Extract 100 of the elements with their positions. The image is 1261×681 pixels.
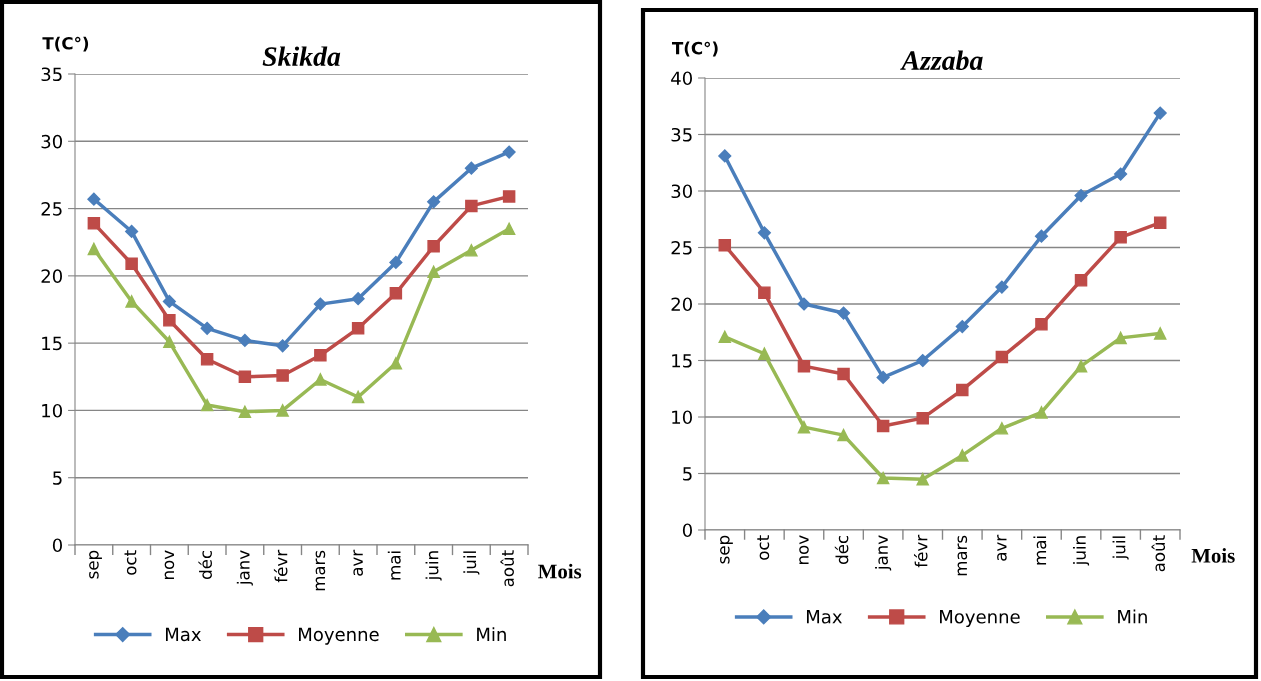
point xyxy=(389,255,403,269)
point xyxy=(314,373,327,386)
x-tick-label: juin xyxy=(425,551,442,581)
y-axis-title: T(C°) xyxy=(42,36,89,52)
point xyxy=(837,367,850,381)
y-tick-label: 0 xyxy=(682,523,692,538)
point xyxy=(758,347,771,360)
point xyxy=(427,240,440,253)
x-tick-label: août xyxy=(500,550,514,587)
point xyxy=(276,339,290,353)
point xyxy=(1153,106,1167,120)
point xyxy=(995,422,1009,435)
point xyxy=(1153,327,1167,340)
point xyxy=(125,257,138,270)
point xyxy=(502,222,516,236)
point xyxy=(502,145,516,159)
x-tick-label: janv xyxy=(875,535,892,571)
y-tick-label: 40 xyxy=(671,71,692,86)
point xyxy=(314,349,327,362)
y-tick-label: 0 xyxy=(52,538,62,553)
point xyxy=(757,226,771,240)
point xyxy=(718,149,732,163)
point xyxy=(427,265,440,279)
point xyxy=(87,192,101,206)
legend-label: Min xyxy=(477,627,506,641)
y-tick-label: 5 xyxy=(683,467,692,481)
point xyxy=(1035,406,1048,419)
x-tick-label: janv xyxy=(236,550,253,586)
legend-label: Moyenne xyxy=(940,610,1020,627)
legend-label: Moyenne xyxy=(299,627,379,645)
point xyxy=(313,297,327,311)
point xyxy=(836,306,851,320)
point xyxy=(955,320,969,334)
point xyxy=(465,244,478,257)
point xyxy=(797,359,811,373)
point xyxy=(1153,216,1167,229)
x-tick-label: avr xyxy=(353,549,363,576)
y-tick-label: 25 xyxy=(671,240,692,255)
point xyxy=(200,321,214,335)
x-tick-label: mai xyxy=(387,551,401,580)
point xyxy=(1074,359,1088,373)
point xyxy=(876,370,890,385)
point xyxy=(351,322,365,335)
legend-label: Min xyxy=(1118,609,1147,624)
x-axis-title: Mois xyxy=(1191,548,1235,563)
point xyxy=(464,161,478,175)
point xyxy=(465,199,478,213)
x-tick-label: sep xyxy=(89,550,102,579)
point xyxy=(995,350,1009,364)
point xyxy=(389,287,403,300)
point xyxy=(718,330,732,344)
y-tick-label: 15 xyxy=(672,354,692,368)
point xyxy=(200,398,214,412)
chart-title: Azzaba xyxy=(900,50,983,70)
point xyxy=(956,383,969,397)
x-tick-label: juil xyxy=(1112,536,1129,560)
x-axis-title: Mois xyxy=(538,563,582,579)
point xyxy=(389,357,403,370)
x-tick-label: août xyxy=(1151,535,1166,572)
x-tick-label: sep xyxy=(720,535,733,564)
point xyxy=(956,449,969,462)
x-tick-label: déc xyxy=(834,535,849,564)
point xyxy=(87,242,101,256)
point xyxy=(238,405,252,419)
point xyxy=(916,353,930,368)
point xyxy=(837,428,850,442)
x-tick-label: oct xyxy=(124,550,137,575)
x-tick-label: mars xyxy=(957,535,968,576)
chart-title: Skikda xyxy=(262,46,341,66)
point xyxy=(876,419,890,433)
x-tick-label: févr xyxy=(913,534,928,568)
y-axis-title: T(C°) xyxy=(672,41,718,57)
point xyxy=(276,404,289,417)
y-tick-label: 35 xyxy=(671,127,692,142)
point xyxy=(995,280,1009,294)
point xyxy=(125,224,139,239)
point xyxy=(758,286,771,299)
x-tick-label: juin xyxy=(1072,536,1090,566)
x-tick-label: nov xyxy=(799,535,809,564)
x-tick-label: févr xyxy=(273,549,288,583)
y-tick-label: 30 xyxy=(41,134,62,149)
y-tick-label: 25 xyxy=(41,202,62,216)
legend-label: Max xyxy=(806,610,842,624)
point xyxy=(797,420,811,434)
point xyxy=(238,370,252,384)
point xyxy=(125,295,138,308)
y-tick-label: 5 xyxy=(53,471,62,485)
point xyxy=(200,353,214,366)
legend-label: Max xyxy=(165,627,201,642)
point xyxy=(351,390,365,404)
point xyxy=(87,217,101,230)
x-tick-label: déc xyxy=(198,550,212,579)
point xyxy=(238,333,252,348)
x-tick-label: oct xyxy=(757,535,770,560)
y-tick-label: 20 xyxy=(671,297,692,312)
point xyxy=(876,471,890,485)
y-tick-label: 35 xyxy=(41,67,62,82)
point xyxy=(163,314,176,327)
y-tick-label: 30 xyxy=(671,184,692,199)
point xyxy=(502,190,516,203)
